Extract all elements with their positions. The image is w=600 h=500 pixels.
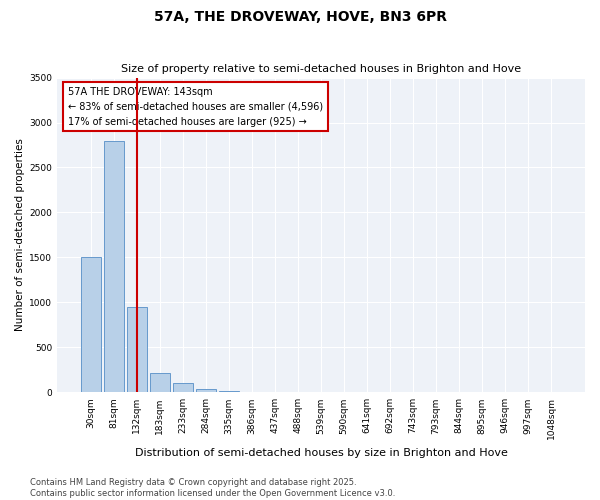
Text: 57A, THE DROVEWAY, HOVE, BN3 6PR: 57A, THE DROVEWAY, HOVE, BN3 6PR xyxy=(154,10,446,24)
Text: Contains HM Land Registry data © Crown copyright and database right 2025.
Contai: Contains HM Land Registry data © Crown c… xyxy=(30,478,395,498)
X-axis label: Distribution of semi-detached houses by size in Brighton and Hove: Distribution of semi-detached houses by … xyxy=(134,448,508,458)
Bar xyxy=(127,307,146,392)
Bar xyxy=(104,140,124,392)
Title: Size of property relative to semi-detached houses in Brighton and Hove: Size of property relative to semi-detach… xyxy=(121,64,521,74)
Bar xyxy=(150,372,170,392)
Bar xyxy=(81,258,101,392)
Text: 57A THE DROVEWAY: 143sqm
← 83% of semi-detached houses are smaller (4,596)
17% o: 57A THE DROVEWAY: 143sqm ← 83% of semi-d… xyxy=(68,87,323,126)
Bar xyxy=(196,388,215,392)
Bar xyxy=(173,384,193,392)
Y-axis label: Number of semi-detached properties: Number of semi-detached properties xyxy=(15,138,25,332)
